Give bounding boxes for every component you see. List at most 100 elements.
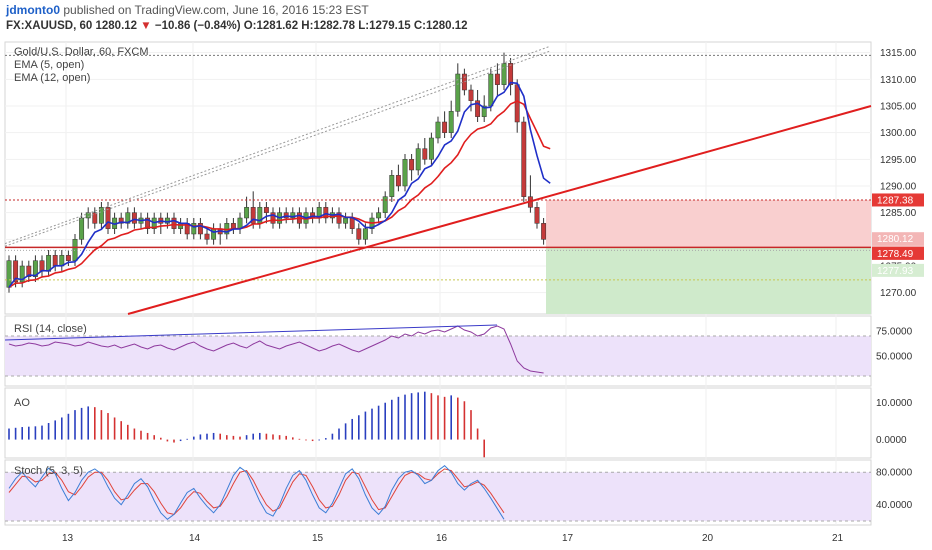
ao-bar	[127, 424, 129, 440]
ao-bar	[344, 423, 347, 440]
price-tick-label: 1295.00	[880, 155, 917, 166]
stoch-tick-label: 40.0000	[876, 500, 913, 511]
rsi-line	[8, 325, 544, 374]
candle-body	[395, 175, 401, 187]
ao-bar	[463, 401, 466, 440]
ao-bar	[113, 417, 116, 440]
candle-body	[541, 223, 547, 240]
stoch-k-line	[8, 465, 505, 520]
channel-line-lower	[4, 50, 551, 247]
ao-bar	[298, 438, 301, 440]
candle-body	[32, 260, 38, 277]
candle-body	[481, 105, 487, 117]
ao-bar	[74, 410, 76, 440]
ao-bar	[404, 394, 406, 440]
candle-body	[131, 212, 137, 224]
ema5-label: EMA (5, open)	[14, 59, 84, 71]
ao-bar	[94, 407, 96, 440]
ao-bar	[245, 435, 248, 440]
ao-bar	[179, 439, 182, 442]
candle-body	[52, 255, 58, 267]
candle-body	[442, 121, 448, 133]
candle-body	[6, 260, 12, 288]
candle-body	[13, 260, 19, 283]
target-price-badge: 1277.93	[877, 266, 914, 277]
candle-body	[230, 223, 236, 229]
price-axis: 1315.00 1310.00 1305.00 1300.00 1295.00 1290.…	[876, 48, 917, 511]
low-label: L:	[358, 20, 370, 32]
stoch-d-line	[8, 468, 505, 515]
candle-body	[105, 207, 111, 229]
price-change: −10.86 (−0.84%)	[154, 20, 241, 32]
target-price-badge-bg	[872, 263, 924, 277]
candle-body	[290, 212, 296, 219]
ao-bar	[8, 428, 10, 440]
candle-body	[211, 228, 217, 240]
ao-bar	[272, 434, 274, 440]
ao-bar	[391, 399, 393, 440]
candle-body	[98, 207, 104, 224]
high-value: 1282.78	[313, 20, 356, 32]
candle-body	[85, 212, 91, 219]
candle-body	[415, 148, 421, 171]
ao-pane-frame	[4, 387, 872, 459]
candle-body	[389, 175, 395, 197]
candle-body	[448, 111, 454, 133]
candle-body	[382, 196, 388, 213]
candle-body	[409, 159, 415, 171]
candle-body	[488, 73, 494, 107]
candle-body	[428, 137, 434, 160]
time-tick-label: 15	[312, 533, 324, 544]
ao-bar	[107, 413, 109, 440]
candle-body	[435, 121, 441, 139]
ao-bar	[87, 406, 89, 440]
take-profit-zone	[546, 247, 871, 314]
candle-body	[356, 228, 362, 240]
indicators	[4, 324, 871, 522]
ao-bar	[450, 395, 452, 440]
candle-body	[343, 217, 349, 224]
ao-bar	[226, 435, 228, 440]
price-tick-label: 1285.00	[880, 208, 917, 219]
candle-body	[19, 265, 25, 283]
candle-body	[39, 260, 45, 272]
ao-bar	[80, 407, 83, 440]
last-price-badge-bg	[872, 232, 924, 246]
stop-loss-zone	[546, 199, 871, 248]
ao-bar	[265, 433, 268, 440]
ao-tick-label: 0.0000	[876, 435, 907, 446]
ao-label: AO	[14, 397, 30, 409]
ao-bar	[206, 433, 208, 440]
time-tick-label: 17	[562, 533, 574, 544]
author-name[interactable]: jdmonto0	[6, 3, 60, 17]
rsi-label: RSI (14, close)	[14, 323, 87, 335]
ao-bar	[331, 433, 334, 440]
ao-bar	[166, 439, 169, 442]
ema12-label: EMA (12, open)	[14, 72, 90, 84]
candle-body	[455, 73, 461, 112]
time-tick-label: 21	[832, 533, 844, 544]
overlays	[4, 45, 872, 315]
ao-bar	[67, 413, 70, 440]
candle-body	[422, 148, 428, 160]
price-tick-label: 1305.00	[880, 102, 917, 113]
time-tick-label: 16	[436, 533, 448, 544]
ao-bar	[364, 411, 367, 440]
candle-body	[244, 207, 250, 219]
ao-bar	[430, 393, 433, 440]
time-axis: 13 14 15 16 17 20 21	[62, 533, 844, 544]
ao-bar	[34, 426, 37, 440]
ao-bar	[410, 393, 413, 440]
price-tick-label: 1290.00	[880, 182, 917, 193]
stoch-band	[5, 472, 871, 521]
ao-bar	[193, 436, 195, 440]
ao-bar	[186, 438, 188, 440]
last-price: 1280.12	[95, 20, 138, 32]
ao-bar	[457, 397, 459, 440]
candle-body	[125, 212, 131, 224]
candle-body	[514, 84, 520, 123]
chart-header: jdmonto0 published on TradingView.com, J…	[0, 0, 932, 40]
ao-bar	[219, 433, 221, 440]
ao-bar	[160, 437, 162, 440]
